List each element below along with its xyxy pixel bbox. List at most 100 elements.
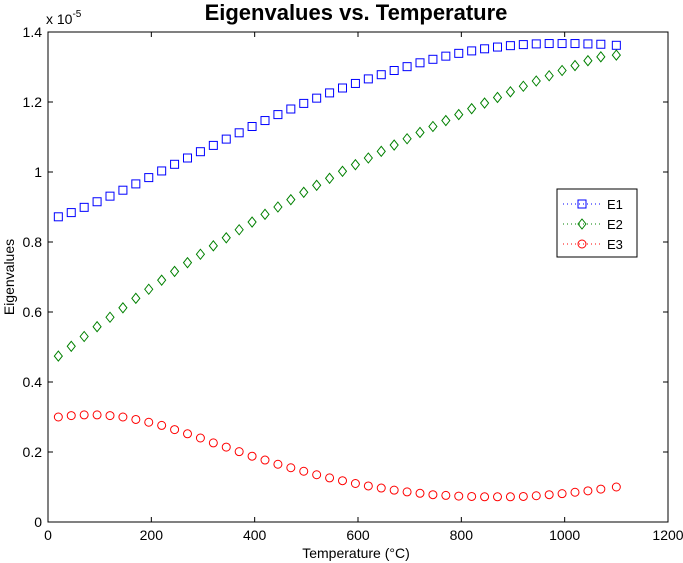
- data-point-e2: [299, 186, 309, 199]
- y-tick-label: 0.4: [23, 374, 43, 390]
- data-point-e3: [544, 490, 554, 500]
- data-point-e1: [467, 46, 477, 56]
- data-point-e1: [557, 39, 567, 49]
- x-tick-label: 0: [44, 527, 52, 543]
- series-layer: [53, 39, 621, 502]
- data-point-e1: [157, 166, 167, 176]
- data-point-e2: [247, 216, 257, 228]
- data-point-e2: [53, 350, 63, 362]
- data-point-e3: [363, 481, 373, 491]
- data-point-e3: [286, 463, 296, 473]
- data-point-e2: [169, 265, 180, 278]
- y-tick-label: 0.2: [23, 444, 43, 460]
- x-tick-label: 1200: [652, 527, 683, 543]
- data-point-e1: [350, 78, 360, 88]
- data-point-e3: [221, 442, 231, 452]
- data-point-e2: [467, 102, 477, 115]
- plot-area: [47, 31, 669, 523]
- data-point-e2: [234, 223, 244, 236]
- data-point-e1: [415, 58, 425, 68]
- data-point-e2: [350, 158, 361, 171]
- legend-marker-e1: [577, 199, 587, 209]
- data-point-e3: [299, 466, 309, 476]
- data-point-e1: [170, 159, 180, 169]
- data-point-e1: [144, 173, 154, 183]
- chart-title: Eigenvalues vs. Temperature: [205, 0, 508, 25]
- data-point-e1: [53, 212, 63, 222]
- data-point-e3: [454, 491, 464, 501]
- data-point-e3: [570, 487, 580, 497]
- data-point-e3: [234, 447, 244, 457]
- data-point-e3: [611, 482, 621, 492]
- data-point-e1: [234, 128, 244, 138]
- data-point-e1: [195, 147, 205, 157]
- data-point-e3: [596, 484, 606, 494]
- data-point-e3: [428, 490, 438, 500]
- data-point-e3: [350, 479, 360, 488]
- legend: E1 E2 E3: [556, 188, 638, 258]
- data-point-e1: [428, 54, 438, 64]
- data-point-e2: [402, 132, 412, 145]
- data-point-e1: [247, 122, 257, 131]
- data-point-e2: [570, 59, 580, 72]
- data-point-e3: [144, 417, 154, 427]
- data-point-e3: [441, 490, 451, 500]
- series-e1: [53, 39, 621, 222]
- data-point-e1: [518, 40, 528, 50]
- data-point-e1: [544, 39, 554, 49]
- data-point-e1: [583, 39, 593, 49]
- data-point-e1: [183, 153, 192, 163]
- data-point-e3: [247, 451, 257, 461]
- y-tick-label: 1.2: [23, 94, 43, 110]
- data-point-e2: [79, 330, 89, 343]
- data-point-e2: [363, 152, 373, 164]
- x-tick-label: 200: [140, 527, 164, 543]
- data-point-e3: [493, 492, 502, 502]
- legend-label-e3: E3: [607, 237, 623, 252]
- data-point-e2: [428, 120, 438, 133]
- data-point-e1: [299, 98, 309, 108]
- y-exponent-power: -5: [72, 9, 81, 20]
- legend-label-e1: E1: [607, 197, 623, 212]
- data-point-e1: [596, 39, 606, 49]
- data-point-e2: [505, 86, 516, 98]
- y-exponent-base: x 10: [46, 11, 73, 27]
- data-point-e2: [286, 193, 296, 206]
- data-point-e1: [66, 208, 76, 218]
- data-point-e1: [389, 66, 399, 75]
- series-e2: [53, 49, 621, 362]
- data-point-e3: [208, 438, 218, 448]
- data-point-e2: [531, 75, 541, 87]
- data-point-e2: [182, 256, 193, 269]
- data-point-e3: [325, 473, 335, 483]
- x-tick-label: 800: [450, 527, 474, 543]
- x-tick-label: 1000: [549, 527, 580, 543]
- data-point-e1: [325, 88, 335, 98]
- data-point-e2: [195, 248, 206, 261]
- data-point-e3: [195, 433, 205, 443]
- data-point-e2: [208, 240, 218, 252]
- x-tick-label: 600: [346, 527, 370, 543]
- data-point-e3: [583, 486, 593, 496]
- legend-box: [556, 188, 638, 258]
- data-point-e1: [454, 48, 464, 58]
- data-point-e3: [131, 414, 141, 424]
- legend-label-e2: E2: [607, 217, 623, 232]
- data-point-e1: [118, 185, 128, 195]
- data-point-e2: [492, 91, 503, 104]
- data-point-e1: [402, 62, 412, 72]
- legend-marker-e3: [577, 239, 587, 249]
- data-point-e2: [157, 274, 167, 286]
- data-point-e2: [92, 320, 102, 333]
- data-point-e2: [441, 114, 451, 127]
- data-point-e3: [260, 455, 270, 465]
- data-point-e1: [480, 44, 490, 54]
- data-point-e1: [531, 39, 541, 49]
- data-point-e1: [286, 104, 296, 114]
- data-point-e1: [312, 93, 322, 103]
- y-tick-label: 1.4: [23, 24, 43, 40]
- data-point-e1: [570, 39, 580, 49]
- data-point-e2: [389, 139, 399, 151]
- data-point-e2: [454, 108, 464, 121]
- data-point-e1: [208, 140, 218, 150]
